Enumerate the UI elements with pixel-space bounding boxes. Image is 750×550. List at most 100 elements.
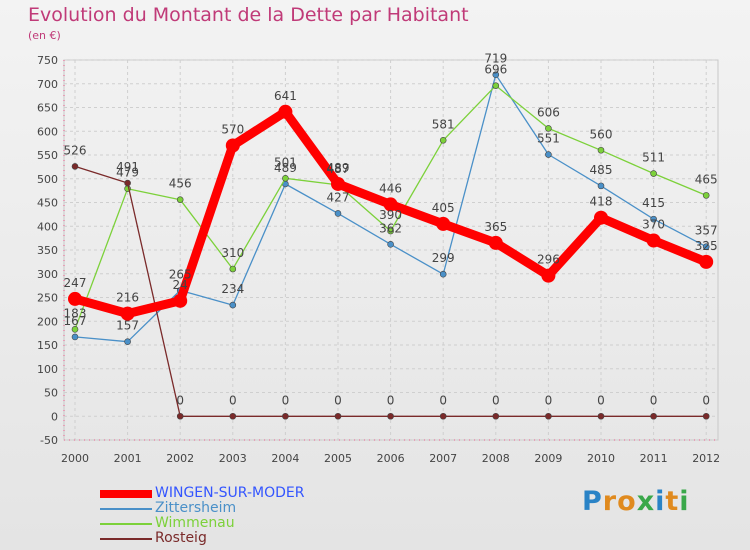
data-point — [541, 268, 556, 283]
data-point — [597, 146, 605, 154]
chart-title: Evolution du Montant de la Dette par Hab… — [28, 4, 469, 26]
data-point — [650, 215, 657, 223]
y-tick-label: 0 — [51, 410, 58, 423]
data-label: 501 — [274, 155, 297, 169]
y-tick-label: 150 — [37, 339, 58, 352]
x-tick-label: 2000 — [61, 452, 89, 465]
x-tick-label: 2002 — [166, 452, 194, 465]
data-point — [545, 412, 552, 420]
logo-letter: i — [655, 486, 666, 517]
data-point — [334, 210, 342, 217]
legend-label: WINGEN-SUR-MODER — [155, 485, 305, 501]
data-label: 0 — [597, 393, 605, 407]
data-point — [68, 291, 82, 306]
y-tick-label: 750 — [37, 54, 58, 67]
y-tick-label: 350 — [37, 244, 58, 257]
data-label: 489 — [327, 161, 350, 175]
data-point — [439, 136, 447, 144]
legend-label: Wimmenau — [155, 515, 235, 531]
x-tick-label: 2003 — [219, 452, 247, 465]
legend-swatch — [100, 508, 152, 510]
legend-swatch — [100, 489, 152, 499]
data-point — [702, 243, 710, 250]
data-point — [597, 412, 605, 420]
data-label: 405 — [432, 201, 455, 215]
y-tick-label: 700 — [37, 78, 58, 91]
y-tick-label: 550 — [37, 149, 58, 162]
data-label: 390 — [379, 208, 402, 222]
y-tick-label: 200 — [37, 315, 58, 328]
data-point — [120, 306, 135, 321]
data-point — [492, 82, 500, 89]
data-point — [488, 235, 503, 250]
data-label: 357 — [695, 224, 718, 238]
data-label: 296 — [537, 253, 560, 267]
data-point — [282, 174, 289, 182]
data-label: 167 — [64, 314, 87, 328]
data-point — [439, 412, 447, 420]
data-label: 696 — [484, 63, 507, 77]
y-tick-label: 600 — [37, 125, 58, 138]
data-point — [282, 412, 289, 420]
data-label: 0 — [334, 393, 342, 407]
data-label: 0 — [387, 393, 395, 407]
data-label: 485 — [590, 163, 613, 177]
data-point — [594, 210, 608, 225]
data-label: 581 — [432, 117, 455, 131]
data-point — [124, 338, 131, 345]
data-label: 0 — [545, 393, 553, 407]
logo-letter: o — [617, 486, 637, 517]
data-point — [702, 192, 710, 199]
proxiti-logo: Proxiti — [582, 486, 690, 517]
data-label: 0 — [492, 393, 500, 407]
data-point — [650, 412, 657, 420]
data-point — [492, 412, 500, 420]
data-label: 299 — [432, 251, 455, 265]
y-tick-label: 300 — [37, 268, 58, 281]
data-label: 325 — [695, 239, 718, 253]
data-label: 465 — [695, 172, 718, 186]
data-point — [545, 151, 552, 158]
logo-letter: x — [636, 486, 656, 517]
logo-letter: t — [665, 486, 680, 517]
data-point — [383, 197, 398, 212]
data-label: 234 — [221, 282, 244, 296]
legend-swatch — [100, 523, 152, 525]
data-point — [650, 170, 657, 177]
data-label: 157 — [116, 319, 139, 333]
legend-swatch — [100, 538, 152, 540]
legend-label: Zittersheim — [155, 500, 237, 516]
data-label: 265 — [169, 267, 192, 281]
data-label: 362 — [379, 221, 402, 235]
x-tick-label: 2011 — [640, 452, 668, 465]
data-point — [331, 176, 345, 191]
x-tick-label: 2001 — [114, 452, 142, 465]
logo-letter: r — [602, 486, 618, 517]
data-point — [176, 412, 184, 420]
data-point — [229, 301, 237, 309]
data-point — [124, 179, 131, 187]
data-point — [71, 333, 79, 341]
data-label: 511 — [642, 151, 665, 165]
y-tick-label: -50 — [40, 434, 58, 447]
y-tick-label: 250 — [37, 292, 58, 305]
logo-letter: i — [679, 486, 690, 517]
data-label: 0 — [282, 393, 290, 407]
data-label: 456 — [169, 177, 192, 191]
data-point — [545, 125, 552, 132]
data-point — [439, 270, 447, 278]
x-tick-label: 2004 — [271, 452, 299, 465]
data-label: 415 — [642, 196, 665, 210]
logo-letter: P — [582, 486, 603, 517]
chart-subtitle: (en €) — [28, 29, 61, 42]
y-tick-label: 400 — [37, 220, 58, 233]
y-tick-label: 100 — [37, 363, 58, 376]
data-point — [173, 293, 188, 308]
data-label: 491 — [116, 160, 139, 174]
data-label: 0 — [702, 393, 710, 407]
data-label: 560 — [590, 127, 613, 141]
data-point — [702, 412, 710, 420]
x-tick-label: 2007 — [429, 452, 457, 465]
